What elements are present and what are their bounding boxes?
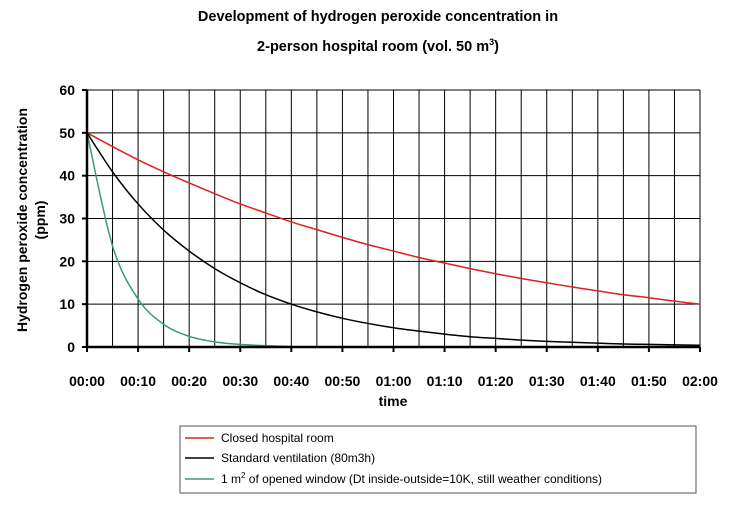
y-tick-label: 60 xyxy=(59,82,75,98)
x-tick-label: 00:20 xyxy=(171,373,207,389)
x-tick-label: 01:00 xyxy=(376,373,412,389)
x-tick-label: 01:40 xyxy=(580,373,616,389)
x-tick-label: 01:30 xyxy=(529,373,565,389)
y-tick-label: 40 xyxy=(59,168,75,184)
y-tick-label: 0 xyxy=(67,339,75,355)
x-tick-label: 00:10 xyxy=(120,373,156,389)
axes: 0 10 20 30 40 50 60 00:00 00:10 00:20 00:30 00:40 00… xyxy=(59,82,718,389)
grid xyxy=(87,90,700,347)
x-tick-label: 02:00 xyxy=(682,373,718,389)
x-tick-label: 00:00 xyxy=(69,373,105,389)
legend-label-window: 1 m2 of opened window (Dt inside-outside… xyxy=(221,471,602,486)
chart-title-line2: 2-person hospital room (vol. 50 m3) xyxy=(257,37,499,55)
x-tick-label: 01:20 xyxy=(478,373,514,389)
legend-label-closed: Closed hospital room xyxy=(221,431,334,445)
y-tick-label: 20 xyxy=(59,253,75,269)
legend-label-standard: Standard ventilation (80m3h) xyxy=(221,451,375,465)
x-tick-label: 00:40 xyxy=(273,373,309,389)
x-tick-label: 00:50 xyxy=(325,373,361,389)
x-tick-label: 01:50 xyxy=(631,373,667,389)
x-tick-label: 01:10 xyxy=(427,373,463,389)
x-tick-label: 00:30 xyxy=(222,373,258,389)
y-axis-label-line2: (ppm) xyxy=(32,201,48,240)
legend: Closed hospital room Standard ventilatio… xyxy=(180,426,696,493)
x-axis-label: time xyxy=(379,393,408,409)
y-tick-label: 10 xyxy=(59,296,75,312)
y-tick-label: 50 xyxy=(59,125,75,141)
y-axis-label-line1: Hydrogen peroxide concentration xyxy=(14,108,30,332)
chart-title-line1: Development of hydrogen peroxide concent… xyxy=(198,9,558,25)
y-tick-label: 30 xyxy=(59,211,75,227)
